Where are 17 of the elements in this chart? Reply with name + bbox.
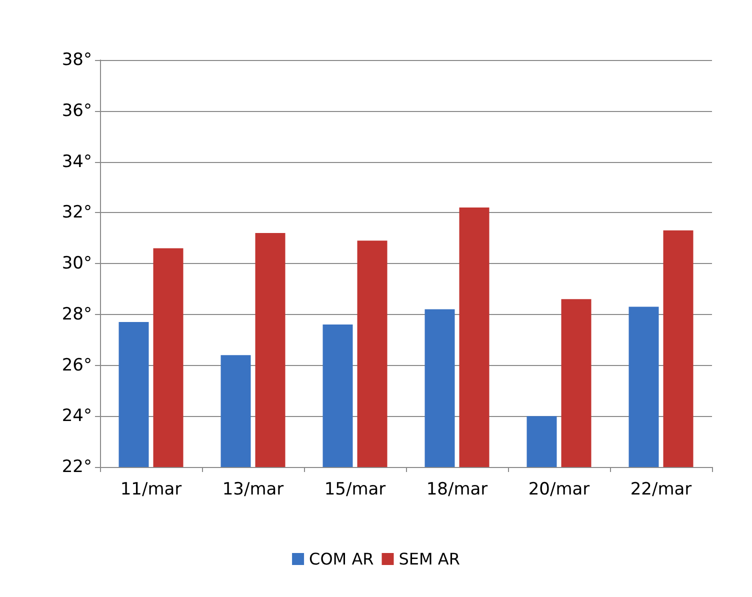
y-tick-label: 22° xyxy=(62,457,92,477)
y-tick-label: 30° xyxy=(62,254,92,274)
y-tick-label: 38° xyxy=(62,50,92,70)
y-tick-label: 36° xyxy=(62,100,92,121)
x-tick-label: 22/mar xyxy=(630,480,692,500)
x-tick-label: 18/mar xyxy=(426,480,488,500)
x-tick-label: 13/mar xyxy=(222,480,284,500)
y-tick-label: 24° xyxy=(62,406,92,426)
x-tick-label: 15/mar xyxy=(324,480,386,500)
y-tick-label: 28° xyxy=(62,304,92,324)
y-tick-label: 34° xyxy=(62,152,92,172)
y-tick-label: 32° xyxy=(62,202,92,223)
x-tick-label: 11/mar xyxy=(120,480,182,500)
legend-label: COM AR xyxy=(309,550,374,568)
x-tick-label: 20/mar xyxy=(528,480,590,500)
y-tick-label: 26° xyxy=(62,355,92,376)
legend-label: SEM AR xyxy=(398,550,460,568)
